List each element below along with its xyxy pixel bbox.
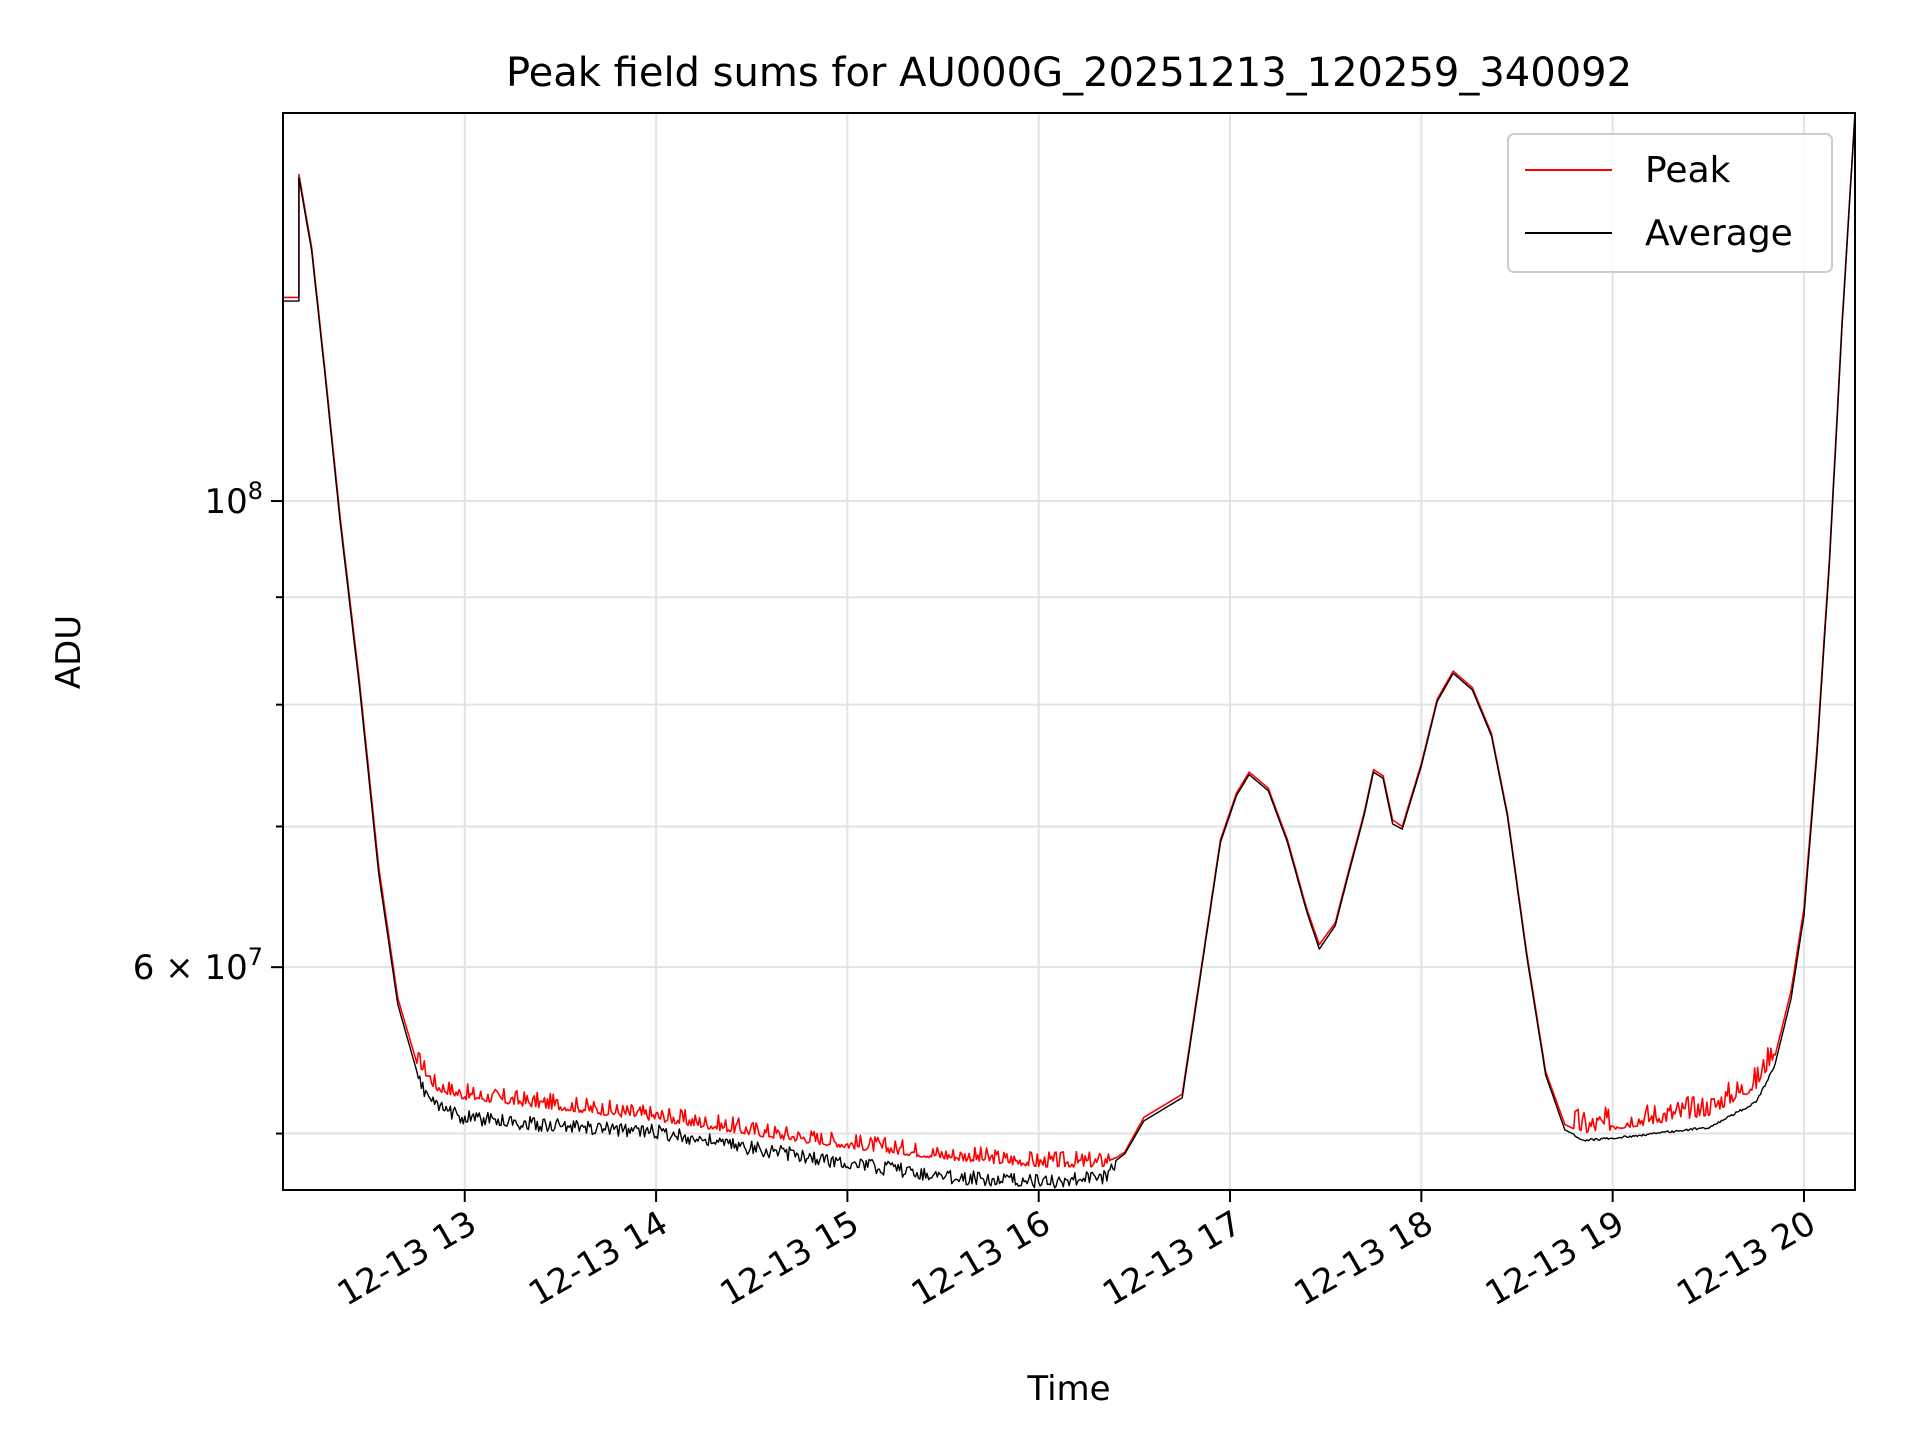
series-layer: [283, 113, 1855, 1189]
axes-frame: [282, 112, 1856, 1191]
legend-label-peak: Peak: [1645, 150, 1731, 191]
y-tick-label: 108: [204, 477, 263, 522]
legend: Peak Average: [1507, 133, 1833, 273]
series-line-average: [283, 113, 1855, 1189]
grid-lines: [283, 113, 1855, 1190]
legend-box: [1507, 133, 1833, 273]
plot-area: [283, 113, 1855, 1189]
x-axis-label: Time: [1026, 1369, 1110, 1409]
y-tick-label: 6 × 107: [133, 943, 263, 988]
series-line-peak: [283, 113, 1855, 1168]
legend-label-average: Average: [1645, 213, 1793, 254]
y-axis-label: ADU: [49, 615, 89, 689]
y-axis-ticks: 6 × 107 108: [133, 477, 283, 1135]
chart-title: Peak field sums for AU000G_20251213_1202…: [506, 50, 1632, 96]
